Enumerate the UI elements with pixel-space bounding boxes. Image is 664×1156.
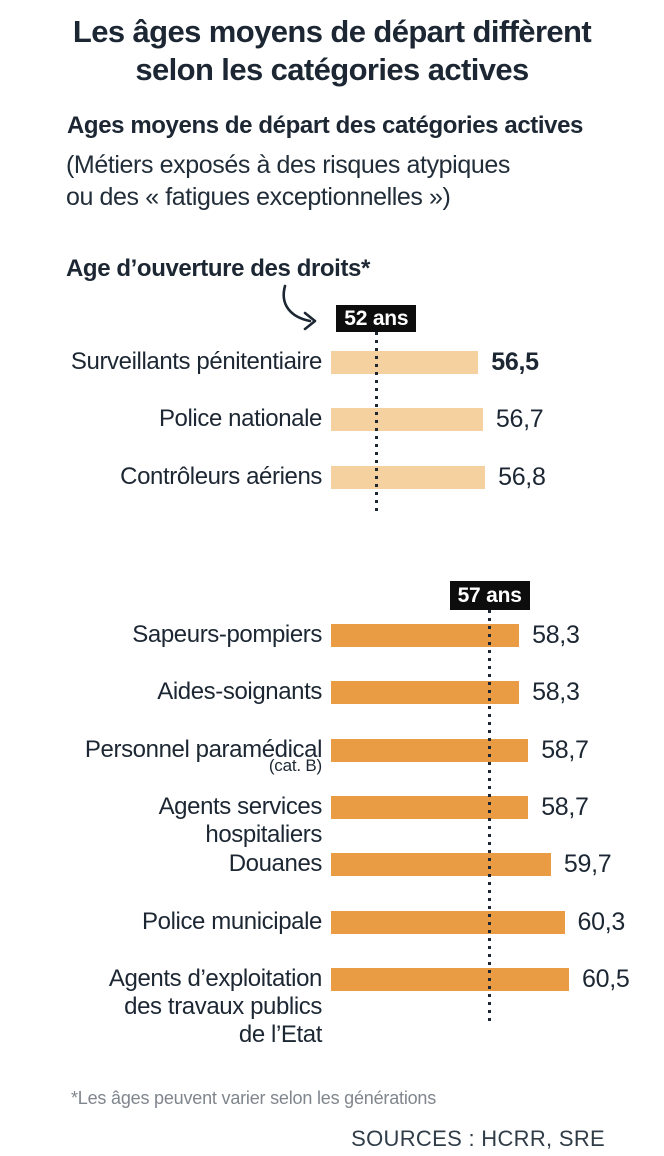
chart-subtitle: Ages moyens de départ des catégories act… (67, 112, 583, 139)
bar (331, 739, 529, 762)
curved-arrow-icon (282, 284, 317, 331)
bar-label: Police nationale (158, 405, 322, 432)
chart-title: Les âges moyens de départ diffèrent selo… (72, 14, 592, 87)
bar (331, 351, 479, 374)
bar-label: Personnel paramédical (cat. B) (0, 736, 322, 775)
bar-row: Contrôleurs aériens 56,8 (0, 463, 664, 491)
bar-row: Surveillants pénitentiaire 56,5 (0, 348, 664, 376)
bar-value: 56,8 (498, 463, 546, 491)
bar-value: 60,5 (582, 965, 630, 993)
bar (331, 853, 551, 876)
bar-row: Aides-soignants 58,3 (0, 678, 664, 706)
age-threshold-dotted-line (374, 332, 378, 512)
bar-value: 59,7 (563, 850, 612, 878)
age-threshold-dotted-line (488, 610, 492, 1023)
bar-row: Agents services hospitaliers 58,7 (0, 793, 664, 848)
bar-sublabel: (cat. B) (268, 756, 322, 775)
bar-label: Contrôleurs aériens (120, 463, 322, 490)
bar-value: 56,5 (491, 348, 539, 376)
bar-value: 60,3 (577, 908, 626, 936)
bar-label: Aides-soignants (157, 678, 322, 705)
bar-value: 58,3 (532, 678, 580, 706)
bar-row: Douanes 59,7 (0, 850, 664, 878)
bar (331, 466, 486, 489)
bar (331, 796, 529, 819)
bar-label: Police municipale (142, 908, 322, 935)
footnote: *Les âges peuvent varier selon les génér… (71, 1088, 437, 1108)
bar-value: 58,7 (541, 793, 589, 821)
source-credit: SOURCES : HCRR, SRE (351, 1126, 605, 1151)
bar (331, 681, 520, 704)
bar-row: Police nationale 56,7 (0, 405, 664, 433)
chart-subtitle-note: (Métiers exposés à des risques atypiques… (66, 151, 510, 211)
bar-row: Sapeurs-pompiers 58,3 (0, 621, 664, 649)
bar-label: Surveillants pénitentiaire (70, 348, 322, 375)
bar (331, 624, 520, 647)
bar-label: Sapeurs-pompiers (132, 621, 322, 648)
bar-row: Police municipale 60,3 (0, 908, 664, 936)
bar-value: 56,7 (495, 405, 544, 433)
bar (331, 968, 569, 991)
bar-row: Personnel paramédical (cat. B) 58,7 (0, 736, 664, 775)
bar-value: 58,7 (541, 736, 589, 764)
bar-value: 58,3 (532, 621, 580, 649)
bar-label: Agents services hospitaliers (158, 793, 323, 848)
rights-opening-age-annotation: Age d’ouverture des droits* (66, 255, 370, 282)
bar (331, 408, 483, 431)
bar-label: Agents d’exploitation des travaux public… (108, 965, 322, 1048)
bar-label: Douanes (228, 850, 323, 877)
age-threshold-badge: 57 ans (449, 581, 530, 610)
bar-row: Agents d’exploitation des travaux public… (0, 965, 664, 1048)
bar (331, 911, 565, 934)
age-threshold-badge: 52 ans (336, 305, 417, 332)
